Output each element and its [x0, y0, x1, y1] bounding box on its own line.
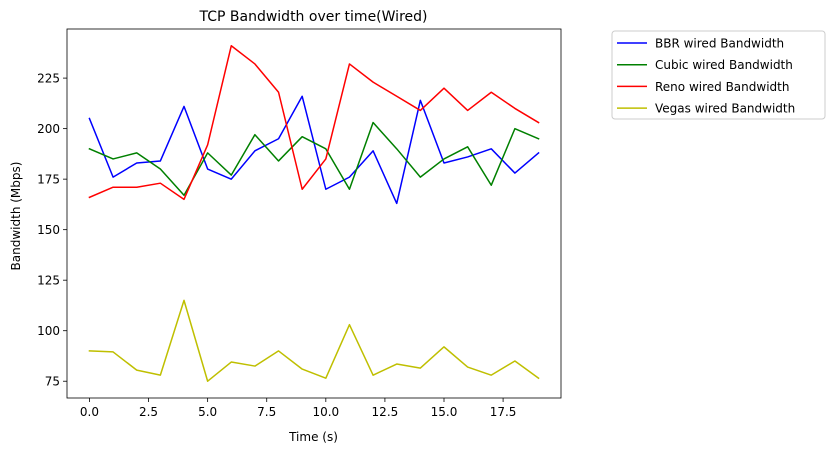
x-tick-label: 0.0 — [80, 405, 99, 419]
plot-area: 0.0 2.5 5.0 7.5 10.0 12.5 15.0 17.5 75 100 125 150 1… — [37, 28, 562, 419]
y-tick-label: 200 — [37, 122, 60, 136]
x-tick-label: 15.0 — [431, 405, 458, 419]
x-tick-label: 2.5 — [139, 405, 158, 419]
x-tick-label: 7.5 — [257, 405, 276, 419]
x-tick-label: 17.5 — [490, 405, 517, 419]
legend-label: Vegas wired Bandwidth — [655, 102, 795, 116]
x-axis-label: Time (s) — [288, 430, 338, 444]
legend-label: Cubic wired Bandwidth — [655, 58, 793, 72]
axes-frame — [66, 28, 562, 399]
legend: BBR wired Bandwidth Cubic wired Bandwidth… — [611, 30, 826, 120]
x-tick-label: 5.0 — [198, 405, 217, 419]
legend-label: Reno wired Bandwidth — [655, 80, 789, 94]
y-tick-label: 150 — [37, 223, 60, 237]
series-line-1 — [88, 121, 540, 197]
y-tick-label: 125 — [37, 274, 60, 288]
y-axis-label: Bandwidth (Mbps) — [9, 162, 23, 271]
x-tick-label: 10.0 — [312, 405, 339, 419]
series-line-2 — [88, 45, 540, 201]
chart-title: TCP Bandwidth over time(Wired) — [199, 9, 428, 25]
series-line-3 — [88, 299, 540, 382]
x-tick-label: 12.5 — [372, 405, 399, 419]
y-tick-label: 175 — [37, 173, 60, 187]
y-tick-label: 100 — [37, 324, 60, 338]
legend-label: BBR wired Bandwidth — [655, 37, 784, 51]
y-tick-label: 75 — [45, 375, 60, 389]
legend-box — [611, 30, 826, 120]
y-tick-label: 225 — [37, 72, 60, 86]
series-line-0 — [88, 95, 540, 205]
